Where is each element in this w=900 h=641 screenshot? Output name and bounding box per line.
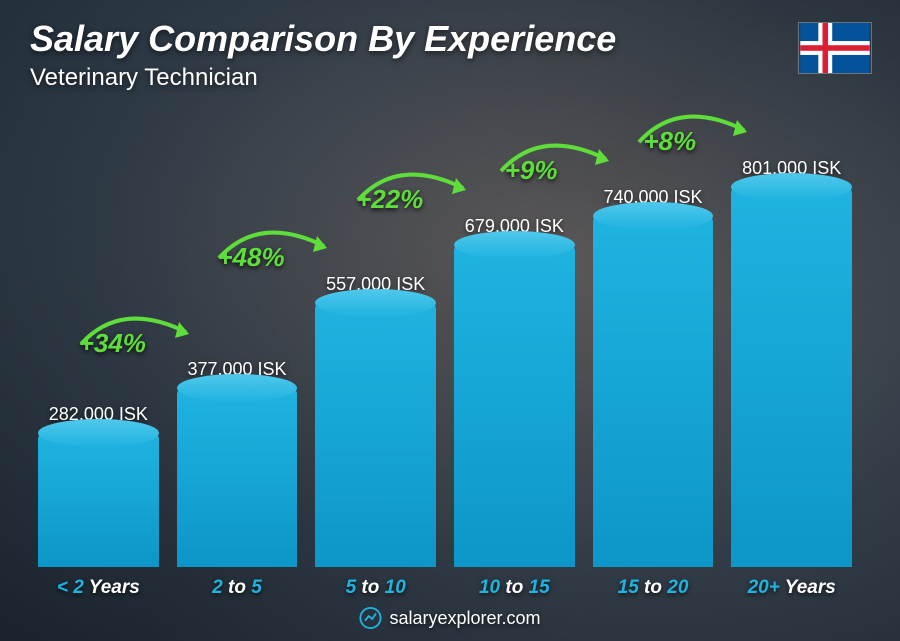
- growth-arrow-icon: [348, 160, 478, 220]
- bar-label: 5 to 10: [346, 577, 406, 599]
- growth-badge: +34%: [79, 328, 146, 359]
- growth-badge: +22%: [356, 184, 423, 215]
- bar: [454, 245, 575, 567]
- bar: [38, 433, 159, 567]
- bar-group-1: +34% 377,000 ISK 2 to 5: [177, 97, 298, 567]
- bar-group-5: +8% 801,000 ISK 20+ Years: [731, 97, 852, 567]
- footer: salaryexplorer.com: [359, 607, 540, 629]
- bar-group-4: +9% 740,000 ISK 15 to 20: [593, 97, 714, 567]
- bar-label: 10 to 15: [479, 577, 550, 599]
- bar: [731, 187, 852, 567]
- bar-label: < 2 Years: [57, 577, 140, 599]
- salaryexplorer-logo-icon: [359, 607, 381, 629]
- growth-badge: +9%: [505, 155, 558, 186]
- growth-badge: +48%: [217, 242, 284, 273]
- growth-arrow-icon: [629, 102, 759, 162]
- bar: [177, 388, 298, 567]
- page-title: Salary Comparison By Experience: [30, 18, 870, 60]
- growth-arrow-icon: [71, 304, 201, 364]
- bar-label: 2 to 5: [212, 577, 262, 599]
- bar-label: 20+ Years: [748, 577, 836, 599]
- growth-badge: +8%: [643, 126, 696, 157]
- bar-chart: 282,000 ISK < 2 Years +34% 377,000 ISK 2…: [38, 97, 852, 567]
- growth-arrow-icon: [209, 218, 339, 278]
- header: Salary Comparison By Experience Veterina…: [30, 18, 870, 92]
- bar: [315, 303, 436, 567]
- footer-text: salaryexplorer.com: [389, 608, 540, 629]
- iceland-flag-icon: [798, 22, 872, 74]
- bar: [593, 216, 714, 567]
- growth-arrow-icon: [491, 131, 621, 191]
- page-subtitle: Veterinary Technician: [30, 64, 870, 92]
- bar-label: 15 to 20: [618, 577, 689, 599]
